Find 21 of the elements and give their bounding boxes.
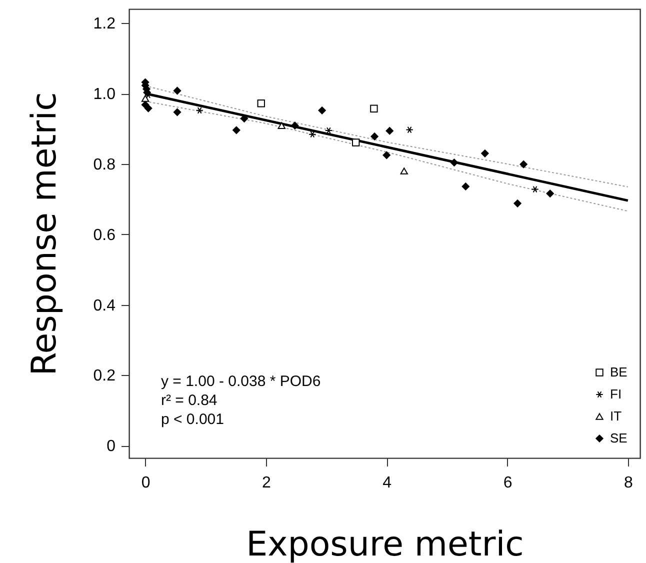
- y-tick-label: 0.2: [93, 368, 116, 385]
- x-tick-label: 2: [262, 474, 271, 492]
- y-tick-label: 1.2: [93, 16, 116, 33]
- y-tick-label: 1.0: [93, 86, 116, 104]
- y-tick-label: 0.6: [93, 226, 116, 244]
- y-tick-label: 0: [106, 438, 116, 456]
- x-axis-title: Exposure metric: [246, 524, 524, 563]
- y-tick-label: 0.8: [93, 156, 116, 174]
- legend-label: SE: [610, 430, 628, 446]
- x-tick-label: 4: [382, 474, 392, 492]
- legend-label: BE: [610, 364, 628, 380]
- y-axis-title: Response metric: [24, 92, 64, 376]
- legend-label: FI: [610, 386, 622, 402]
- annotation: y = 1.00 - 0.038 * POD6: [161, 373, 321, 390]
- y-tick-label: 0.4: [93, 297, 116, 314]
- annotation: p < 0.001: [161, 411, 224, 428]
- annotation: r² = 0.84: [161, 392, 218, 409]
- legend-label: IT: [610, 408, 622, 424]
- x-tick-label: 6: [503, 474, 512, 492]
- x-tick-label: 0: [141, 474, 150, 492]
- x-tick-label: 8: [624, 474, 633, 492]
